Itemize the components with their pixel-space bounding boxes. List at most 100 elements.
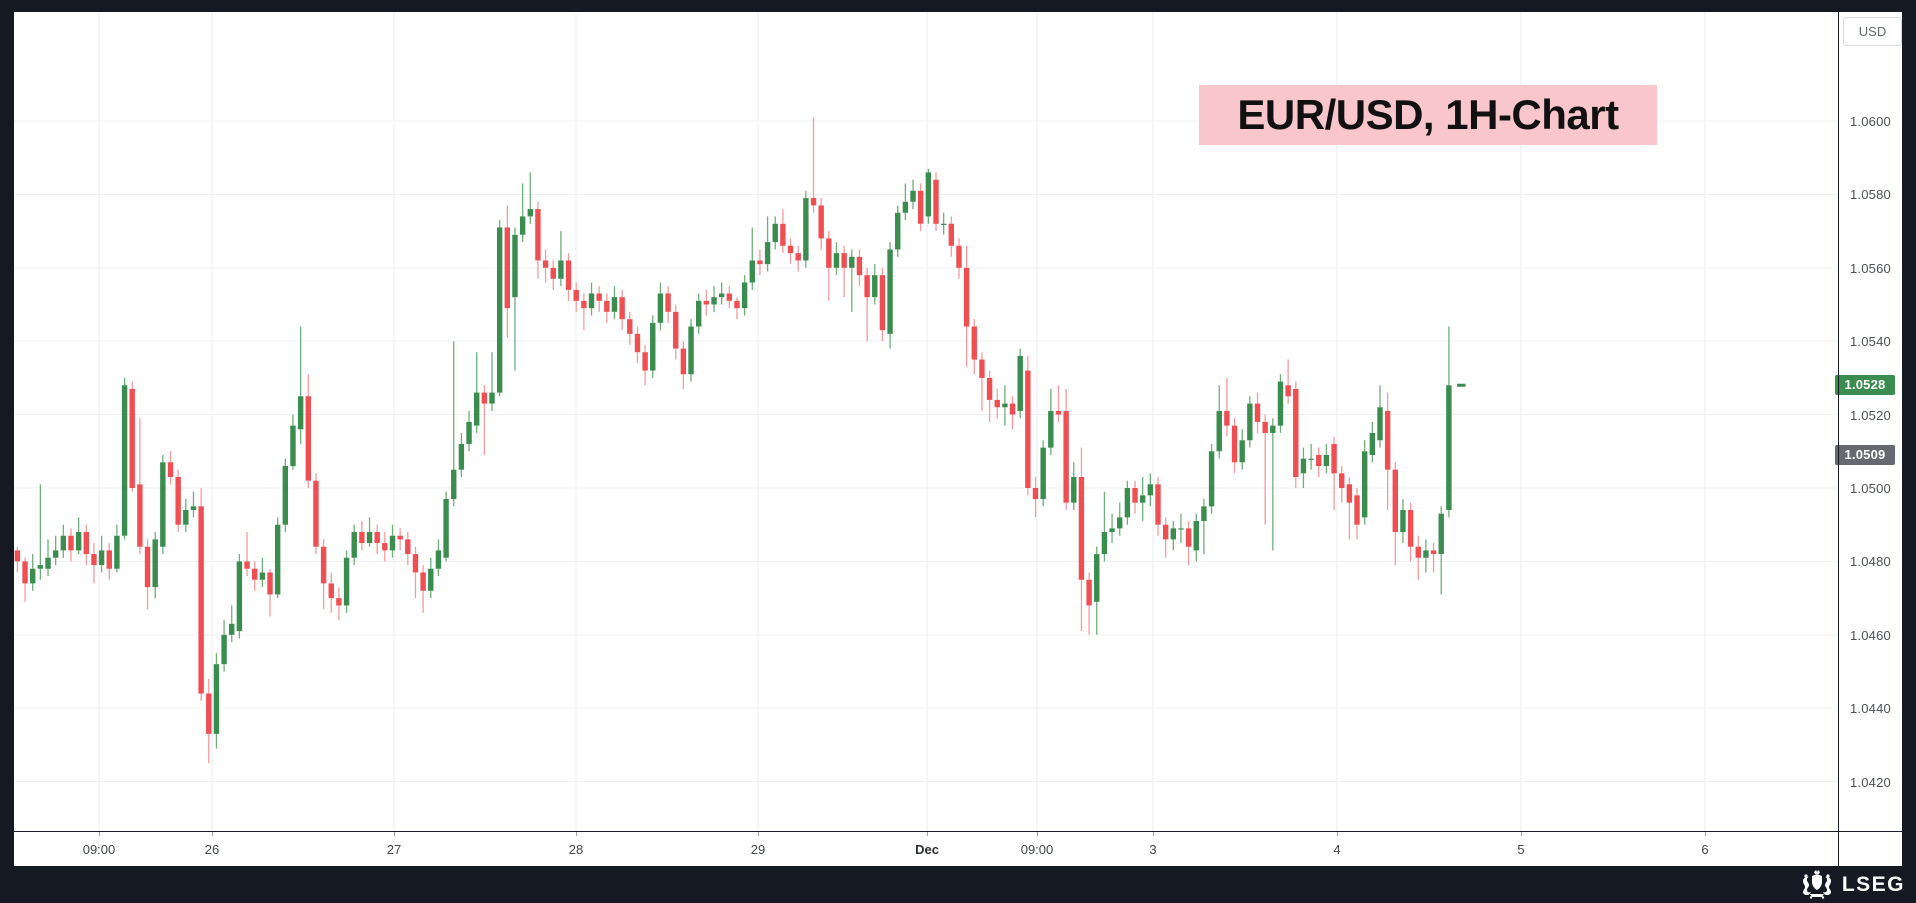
- time-tick-label: 26: [204, 842, 220, 857]
- candle-body: [849, 256, 855, 268]
- candle-body: [1139, 495, 1146, 503]
- candle-body: [374, 532, 380, 544]
- candle-body: [52, 550, 59, 558]
- candle-body: [320, 546, 327, 584]
- candle-body: [963, 267, 970, 327]
- candle-body: [1247, 403, 1253, 441]
- candle-body: [1078, 476, 1085, 580]
- candle-body: [1162, 524, 1169, 540]
- candle-body: [558, 260, 564, 279]
- candle-body: [1293, 388, 1299, 477]
- candle-body: [887, 249, 893, 334]
- candle-body: [274, 524, 281, 595]
- candle-body: [1369, 432, 1376, 455]
- candle-body: [1109, 528, 1115, 533]
- candle-body: [933, 179, 939, 224]
- time-axis[interactable]: 09:00 26 27 28 29 Dec 09:00 3 4 5 6: [14, 832, 1839, 866]
- time-tick-label: 29: [750, 842, 766, 857]
- candle-body: [213, 664, 220, 734]
- candle-body: [1101, 532, 1108, 555]
- candle-body: [1308, 458, 1314, 460]
- time-axis-tick: [1037, 832, 1038, 836]
- time-tick-label: 28: [568, 842, 584, 857]
- candle-body: [833, 253, 840, 268]
- candle-body: [749, 260, 755, 283]
- candle-body: [1009, 403, 1016, 415]
- candle-body: [627, 319, 633, 334]
- candle-body: [405, 539, 411, 555]
- candle-body: [60, 535, 67, 551]
- candle-body: [895, 212, 901, 250]
- candle-body: [1430, 550, 1437, 555]
- chart-plot-area[interactable]: EUR/USD, 1H-Chart: [14, 12, 1838, 831]
- candle-body: [741, 282, 748, 309]
- time-axis-tick: [1521, 832, 1522, 836]
- candle-body: [252, 568, 258, 580]
- candle-body: [152, 539, 158, 588]
- candle-body: [734, 300, 740, 309]
- candle-body: [297, 396, 304, 430]
- price-axis[interactable]: 1.0528 1.0509 1.0600 1.0580 1.0560 1.0540 1.…: [1835, 12, 1902, 831]
- candle-body: [397, 535, 403, 540]
- candle-body: [83, 532, 89, 555]
- candle-body: [1147, 484, 1154, 496]
- candle-body: [68, 535, 74, 551]
- candle-body: [634, 333, 641, 353]
- candle-body: [106, 550, 112, 569]
- candle-body: [236, 561, 243, 632]
- candle-body: [282, 465, 289, 525]
- time-axis-tick: [927, 832, 928, 836]
- candle-body: [290, 425, 296, 466]
- last-price-badge: 1.0528: [1835, 375, 1895, 396]
- candle-body: [1040, 447, 1046, 500]
- candle-body: [474, 392, 480, 426]
- axis-corner: [1839, 832, 1902, 866]
- candle-body: [542, 260, 549, 268]
- candle-body: [864, 275, 870, 298]
- currency-unit-chip[interactable]: USD: [1843, 17, 1902, 46]
- candle-body: [979, 359, 985, 378]
- candle-body: [1086, 579, 1092, 606]
- candle-body: [917, 190, 924, 224]
- candle-body: [114, 535, 120, 569]
- time-axis-tick: [394, 832, 395, 836]
- time-tick-label: Dec: [915, 842, 939, 857]
- candle-body: [37, 565, 44, 569]
- candle-body: [359, 532, 365, 544]
- candle-body: [259, 572, 266, 580]
- price-tick-label: 1.0420: [1850, 774, 1891, 790]
- price-axis-border: [1838, 12, 1839, 866]
- candle-body: [137, 484, 143, 547]
- candle-body: [1216, 410, 1222, 452]
- candle-body: [994, 399, 1000, 408]
- candle-body: [550, 267, 556, 279]
- candle-body: [1017, 355, 1023, 411]
- candle-body: [496, 227, 503, 393]
- candle-body: [206, 693, 212, 734]
- time-axis-border: [14, 831, 1902, 832]
- candle-body: [1361, 451, 1368, 518]
- candle-body: [14, 550, 21, 562]
- candle-body: [1254, 403, 1261, 422]
- candle-body: [1025, 370, 1031, 489]
- candle-body: [504, 227, 511, 309]
- time-axis-tick: [1705, 832, 1706, 836]
- candle-body: [458, 443, 465, 470]
- candle-body: [1201, 506, 1207, 522]
- candle-body: [1155, 484, 1161, 525]
- candle-body: [665, 293, 671, 312]
- candle-body: [772, 223, 778, 243]
- reference-price-badge: 1.0509: [1835, 444, 1895, 465]
- candle-body: [366, 532, 373, 544]
- candle-body: [711, 297, 717, 305]
- candle-body: [780, 223, 786, 246]
- candle-body: [160, 462, 166, 547]
- candle-body: [1032, 488, 1039, 500]
- candle-body: [121, 385, 128, 536]
- candle-body: [1354, 495, 1360, 525]
- candle-body: [1208, 451, 1215, 507]
- candle-body: [144, 546, 151, 588]
- candle-body: [650, 322, 656, 371]
- price-tick-label: 1.0500: [1850, 481, 1891, 496]
